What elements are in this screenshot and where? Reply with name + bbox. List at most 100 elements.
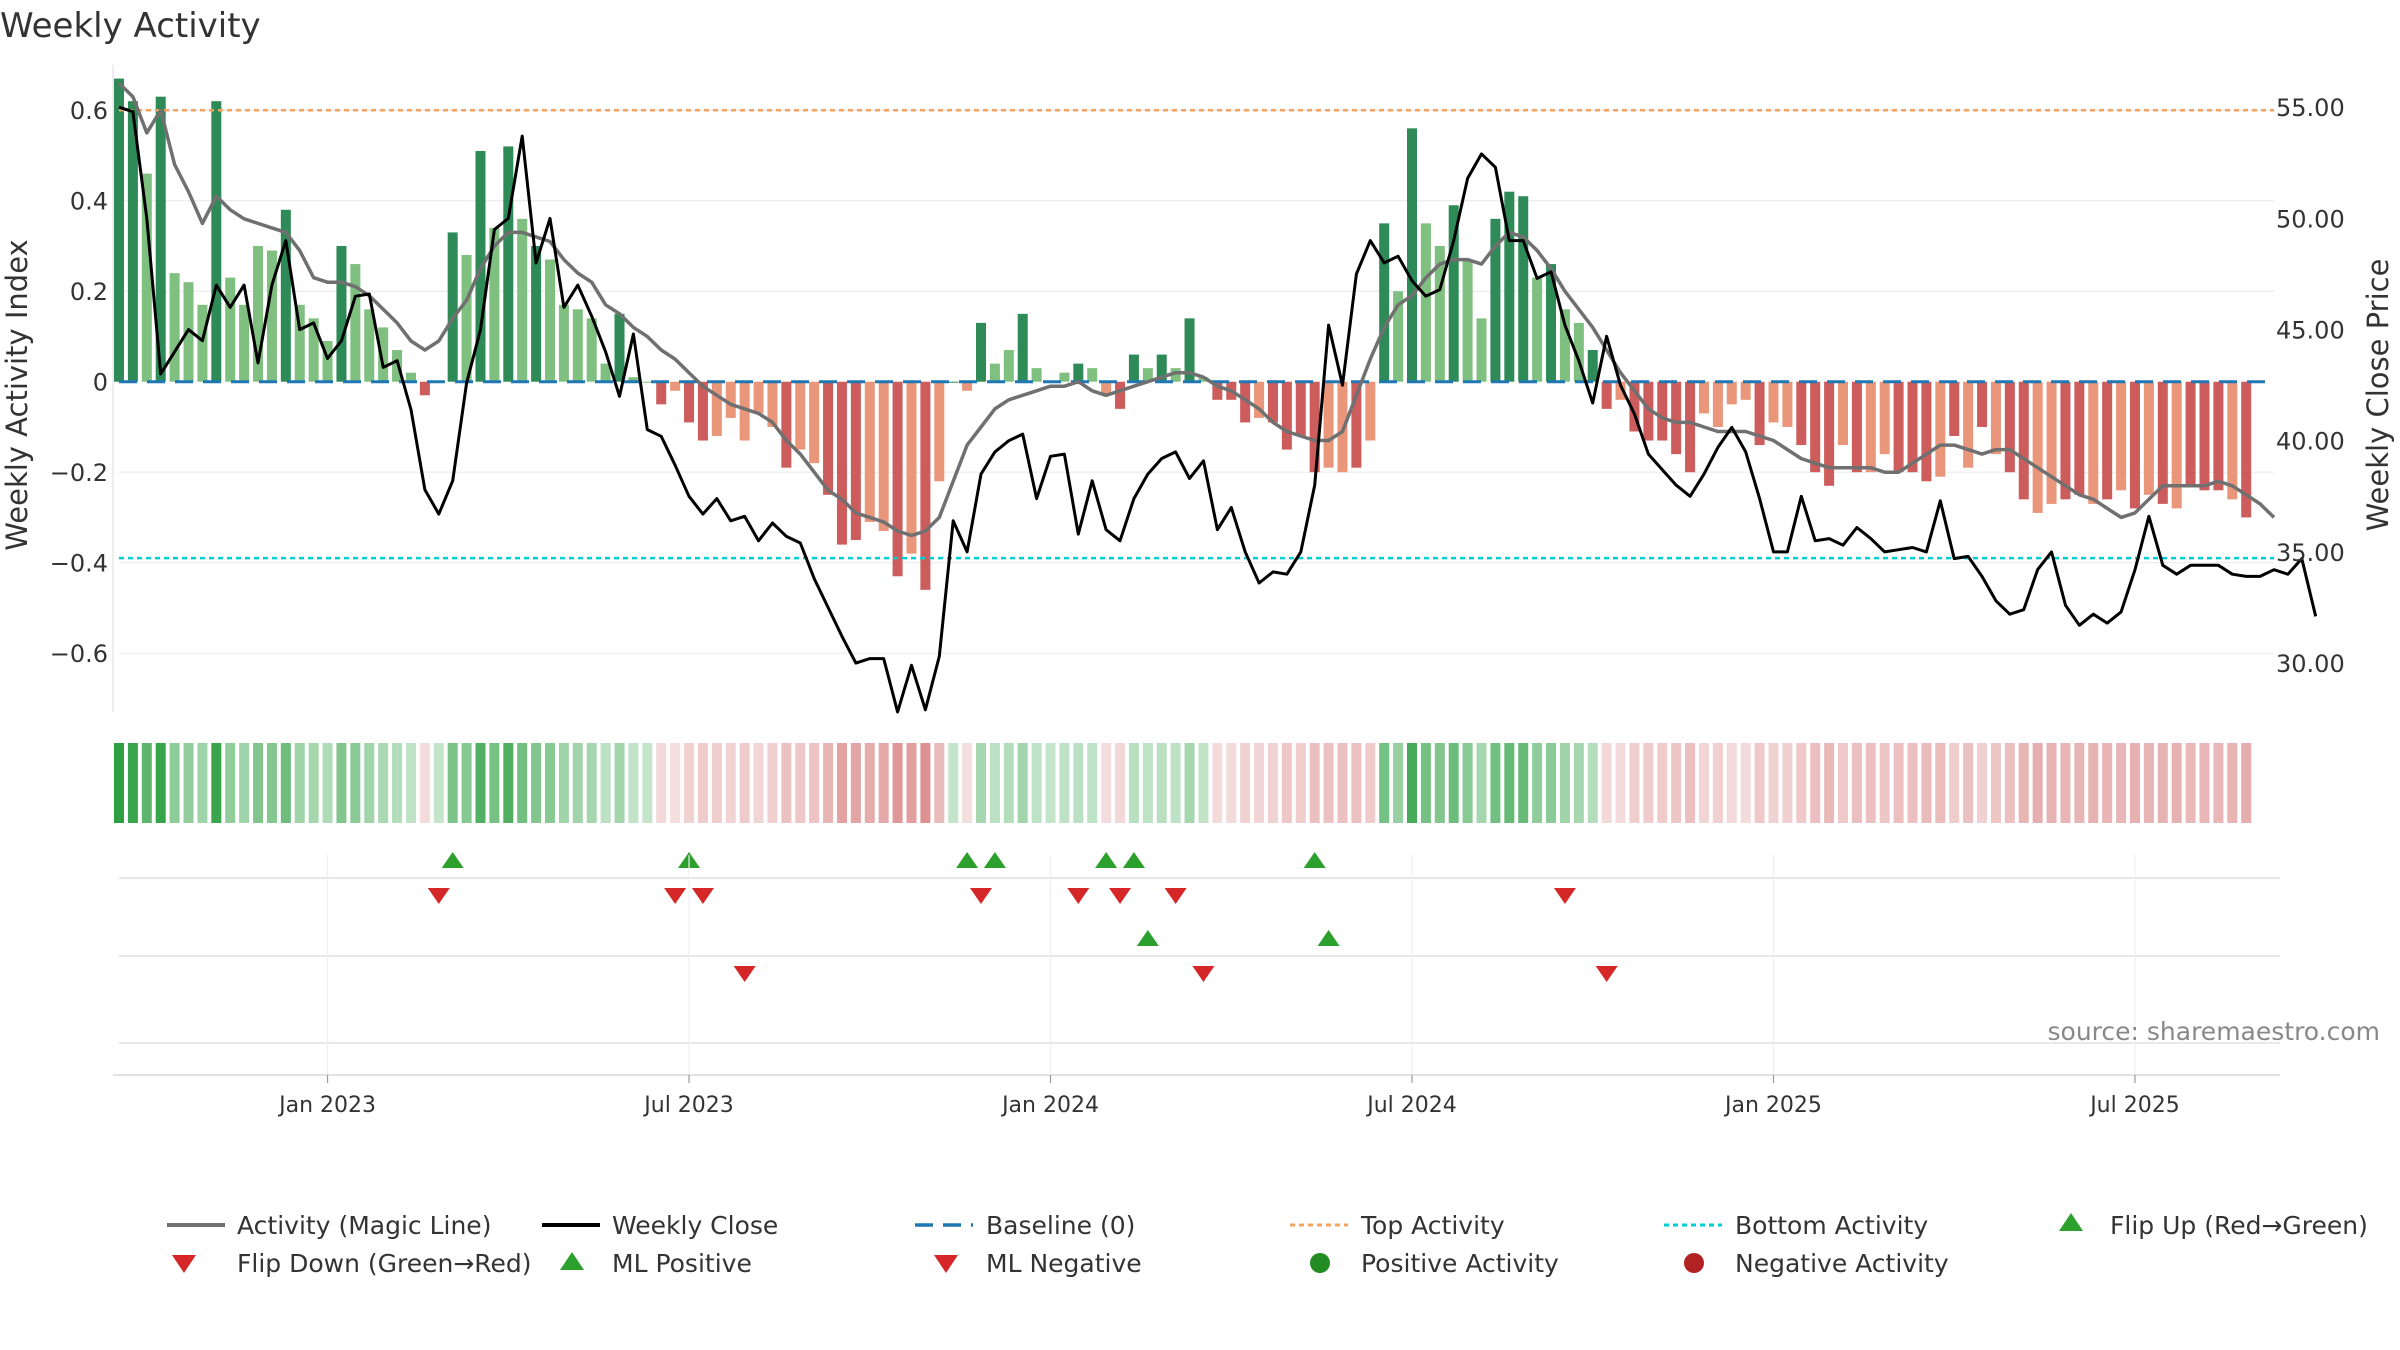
activity-bar <box>1059 372 1070 382</box>
heat-strip-cell <box>614 743 625 823</box>
heat-strip-cell <box>989 743 1000 823</box>
activity-bar <box>1309 381 1320 473</box>
activity-bar <box>2227 381 2238 500</box>
heat-strip-cell <box>920 743 931 823</box>
activity-bar <box>1448 205 1459 382</box>
activity-bar <box>225 277 236 382</box>
heat-strip-cell <box>2102 743 2113 823</box>
legend-item-flip-down: Flip Down (Green→Red) <box>172 1249 532 1278</box>
heat-strip-cell <box>823 743 834 823</box>
heat-strip-cell <box>1504 743 1515 823</box>
y-tick-label: −0.2 <box>50 459 108 487</box>
legend-label: Weekly Close <box>612 1211 778 1240</box>
legend-label: Flip Down (Green→Red) <box>237 1249 532 1278</box>
heat-strip-cell <box>322 743 333 823</box>
legend-label: ML Negative <box>986 1249 1142 1278</box>
activity-bar <box>2004 381 2015 473</box>
heat-strip-cell <box>1837 743 1849 823</box>
heat-strip-cell <box>1240 743 1251 823</box>
y2-tick-label: 50.00 <box>2276 205 2345 233</box>
activity-bar <box>2213 381 2224 491</box>
heat-strip-cell <box>739 743 750 823</box>
heat-strip-cell <box>2004 743 2015 823</box>
heat-strip-cell <box>2199 743 2210 823</box>
x-tick-label: Jan 2024 <box>1000 1093 1099 1118</box>
heat-strip-cell <box>1212 743 1223 823</box>
heat-strip-cell <box>850 743 861 823</box>
right-axis-ticks: 55.00 50.00 45.00 40.00 35.00 30.00 <box>2276 94 2345 678</box>
y-tick-label: −0.6 <box>50 640 108 668</box>
heat-strip-cell <box>1462 743 1473 823</box>
heat-strip-cell <box>1393 743 1404 823</box>
heat-strip-cell <box>280 743 291 823</box>
activity-bar <box>1685 381 1696 473</box>
heat-strip-cell <box>1935 743 1946 823</box>
left-axis-ticks: 0.6 0.4 0.2 0 −0.2 −0.4 −0.6 <box>50 97 108 668</box>
flip-down-marker <box>1067 888 1090 904</box>
flip-down-marker <box>691 888 714 904</box>
heat-strip-cell <box>1643 743 1654 823</box>
activity-bar <box>1420 223 1431 382</box>
activity-bar <box>1768 381 1779 423</box>
heat-strip-cell <box>2018 743 2029 823</box>
signal-rows <box>113 852 2280 1076</box>
heat-strip-cell <box>892 743 903 823</box>
activity-bar <box>1295 381 1306 437</box>
flip-down-marker <box>1553 888 1576 904</box>
activity-bar <box>809 381 820 464</box>
heat-strip-cell <box>670 743 681 823</box>
heat-strip-cell <box>572 743 583 823</box>
activity-bar <box>1115 381 1126 409</box>
heat-strip-cell <box>1559 743 1570 823</box>
heat-strip-cell <box>948 743 959 823</box>
heat-strip-cell <box>2088 743 2099 823</box>
activity-bar <box>1379 223 1390 382</box>
heat-strip-cell <box>1712 743 1723 823</box>
flip-up-marker <box>983 852 1006 868</box>
heat-strip-cell <box>419 743 430 823</box>
activity-bar <box>155 96 166 382</box>
heat-strip-cell <box>1267 743 1278 823</box>
activity-bar <box>1101 381 1112 396</box>
activity-bar <box>1017 313 1028 382</box>
heat-strip-cell <box>1865 743 1876 823</box>
activity-bar <box>1532 277 1543 382</box>
heat-strip-cell <box>2116 743 2127 823</box>
heat-strip-cell <box>405 743 416 823</box>
activity-bar <box>489 227 500 382</box>
activity-bar <box>2199 381 2210 491</box>
heat-strip-cell <box>795 743 806 823</box>
heat-strip-cell <box>1949 743 1960 823</box>
activity-bar <box>419 381 430 396</box>
activity-bar <box>989 363 1000 382</box>
activity-bar <box>962 381 973 391</box>
heat-strip-cell <box>1657 743 1668 823</box>
legend-item-magic-line: Activity (Magic Line) <box>167 1211 491 1240</box>
heat-strip-cell <box>544 743 556 823</box>
heat-strip-cell <box>1254 743 1265 823</box>
heat-strip-cell <box>1420 743 1431 823</box>
activity-bar <box>1837 381 1849 446</box>
activity-bar <box>614 313 625 382</box>
activity-bar <box>113 78 125 382</box>
heat-strip-cell <box>155 743 166 823</box>
activity-bar <box>1796 381 1807 446</box>
activity-bar <box>586 318 597 382</box>
activity-bar <box>1281 381 1292 450</box>
activity-bars <box>113 78 2252 590</box>
activity-bar <box>795 381 806 450</box>
activity-bar <box>1003 350 1014 382</box>
activity-bar <box>1893 381 1904 473</box>
activity-bar <box>1587 350 1598 382</box>
heat-strip-cell <box>253 743 264 823</box>
activity-bar <box>1518 196 1529 382</box>
activity-bar <box>2018 381 2029 500</box>
reference-lines <box>119 108 2274 560</box>
activity-bar <box>781 381 792 468</box>
legend-item-ml-positive: ML Positive <box>560 1249 752 1278</box>
heat-strip-cell <box>586 743 597 823</box>
heat-strip-cell <box>461 743 472 823</box>
heat-strip-cell <box>1101 743 1112 823</box>
activity-bar <box>1031 368 1042 382</box>
activity-bar <box>1212 381 1223 400</box>
